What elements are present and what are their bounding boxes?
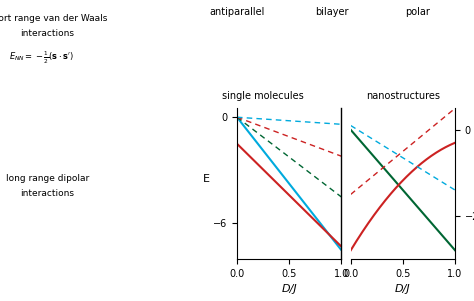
Text: long range dipolar: long range dipolar (6, 174, 89, 183)
X-axis label: D/J: D/J (282, 284, 297, 294)
Text: single molecules: single molecules (222, 91, 304, 101)
Text: $E_{NN} = -\frac{1}{2}(\mathbf{s}\cdot\mathbf{s}^{\prime})$: $E_{NN} = -\frac{1}{2}(\mathbf{s}\cdot\m… (9, 50, 75, 66)
Text: interactions: interactions (20, 189, 74, 198)
Y-axis label: E: E (202, 174, 210, 184)
Text: bilayer: bilayer (315, 7, 348, 17)
Text: short range van der Waals: short range van der Waals (0, 14, 107, 23)
Text: interactions: interactions (20, 29, 74, 38)
Text: polar: polar (405, 7, 429, 17)
Text: antiparallel: antiparallel (210, 7, 264, 17)
Text: nanostructures: nanostructures (366, 91, 440, 101)
X-axis label: D/J: D/J (395, 284, 410, 294)
